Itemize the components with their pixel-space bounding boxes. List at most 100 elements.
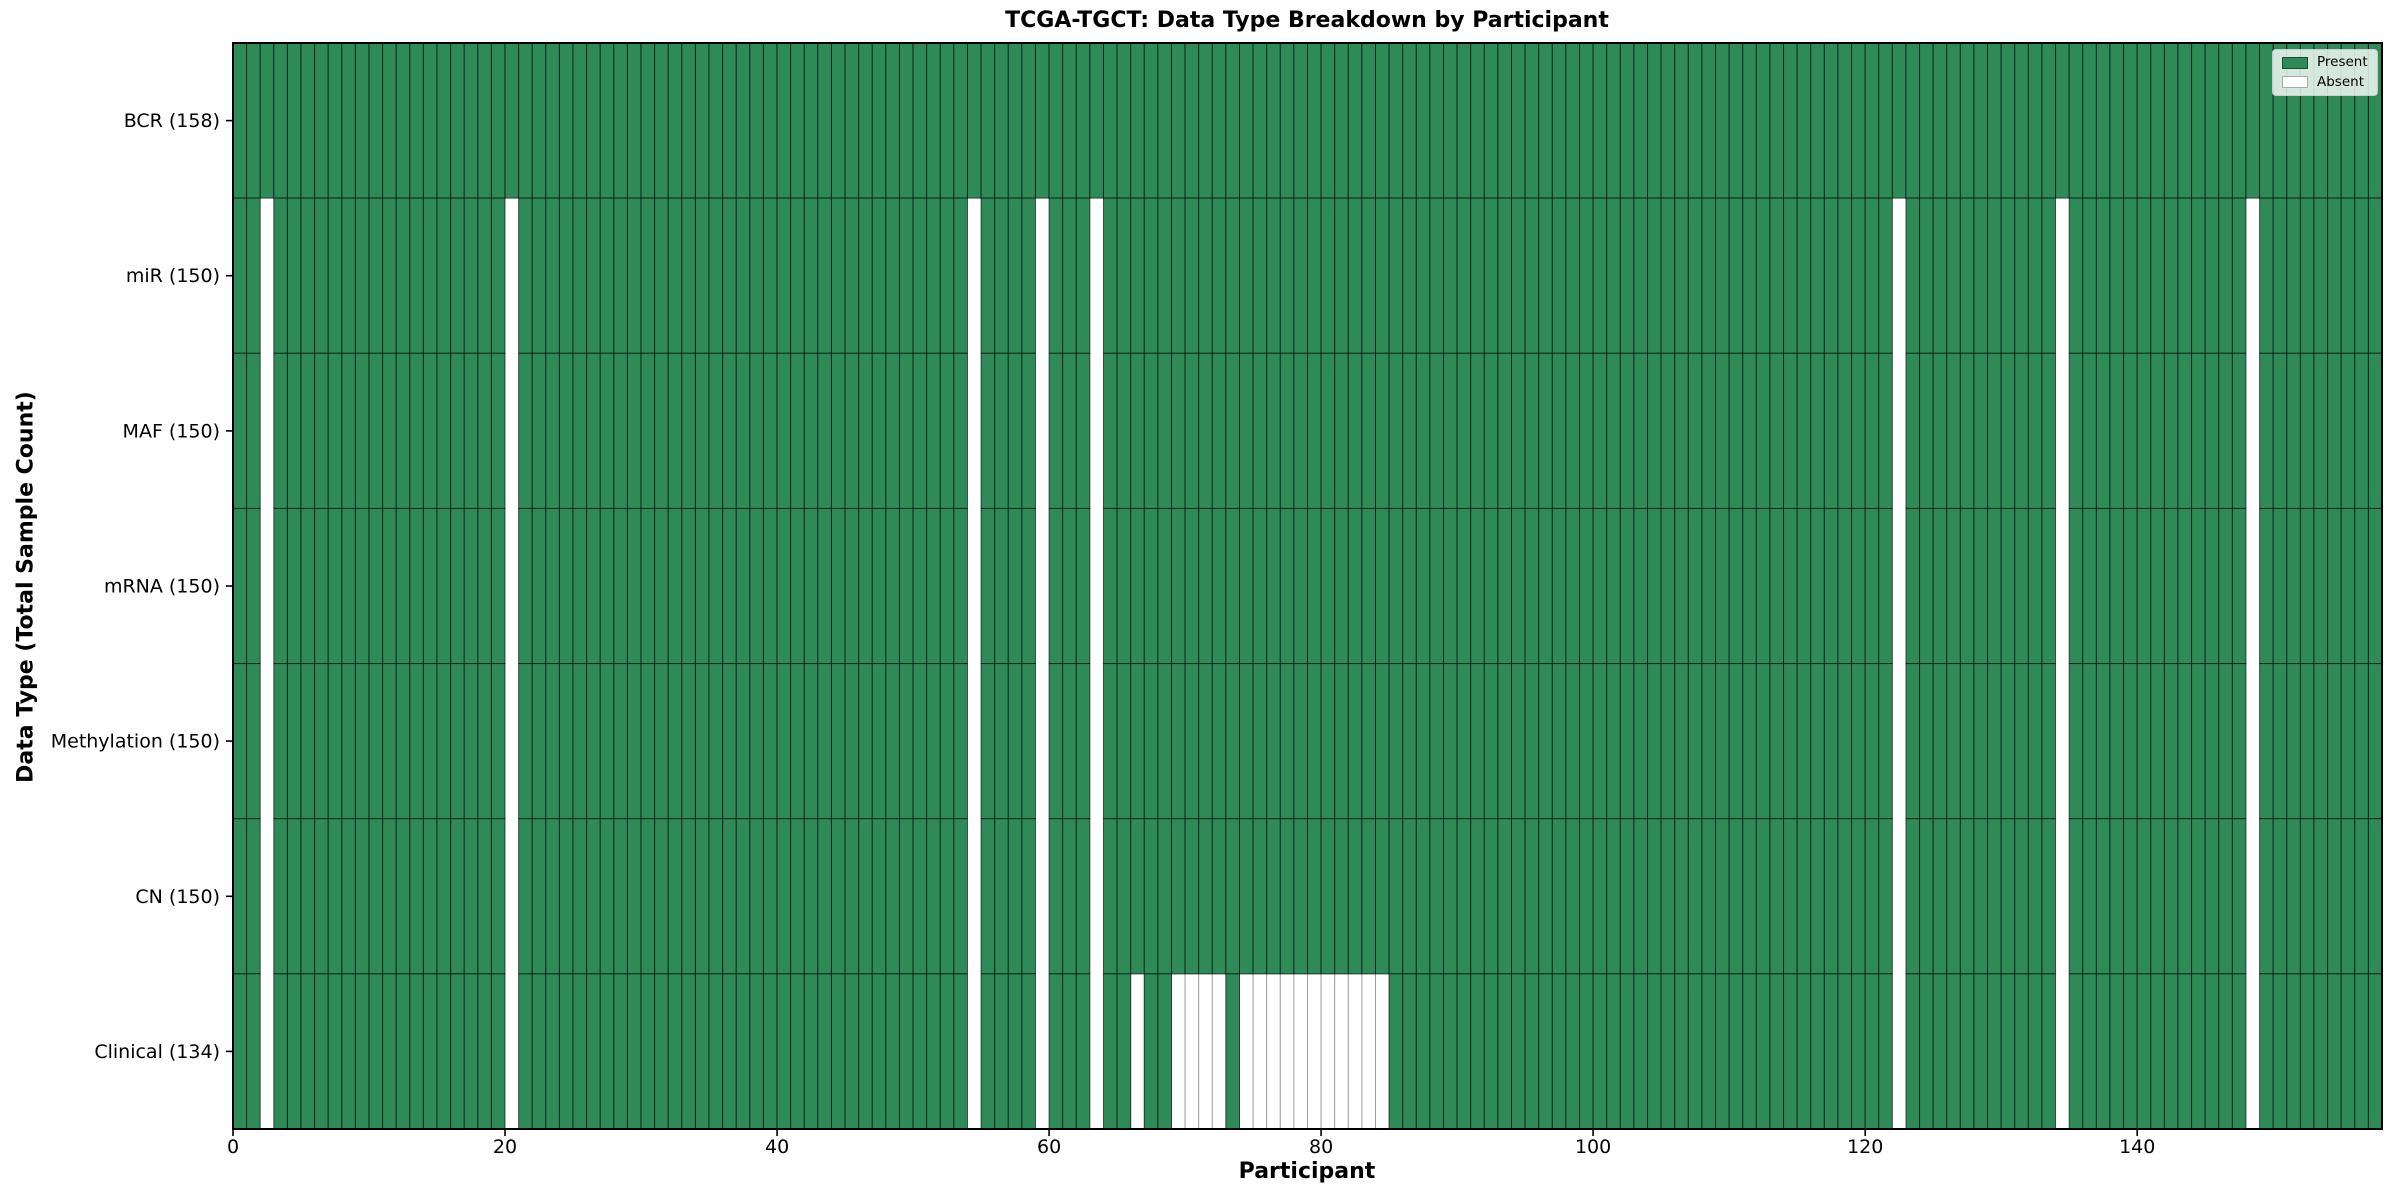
matrix-cell-present bbox=[1919, 818, 1934, 975]
matrix-cell-present bbox=[803, 507, 819, 665]
matrix-cell-present bbox=[803, 663, 819, 820]
matrix-cell-present bbox=[1252, 197, 1268, 354]
matrix-cell-present bbox=[518, 352, 533, 509]
matrix-cell-present bbox=[1796, 663, 1812, 820]
matrix-cell-present bbox=[354, 197, 370, 354]
matrix-cell-present bbox=[926, 663, 941, 820]
legend: Present Absent bbox=[2272, 49, 2378, 96]
matrix-cell-present bbox=[858, 42, 873, 199]
matrix-cell-absent bbox=[2245, 663, 2260, 819]
matrix-cell-present bbox=[722, 197, 737, 354]
matrix-cell-present bbox=[1565, 352, 1581, 509]
matrix-cell-present bbox=[2272, 352, 2288, 509]
matrix-cell-present bbox=[1170, 663, 1186, 820]
matrix-cell-present bbox=[341, 197, 356, 354]
matrix-cell-present bbox=[762, 197, 778, 354]
matrix-cell-present bbox=[2231, 507, 2247, 665]
matrix-cell-present bbox=[1347, 42, 1363, 199]
matrix-cell-present bbox=[1497, 197, 1513, 354]
matrix-cell-present bbox=[1592, 973, 1608, 1130]
matrix-cell-present bbox=[898, 42, 914, 199]
matrix-cell-present bbox=[749, 663, 764, 820]
matrix-cell-present bbox=[2163, 197, 2179, 354]
matrix-cell-present bbox=[613, 197, 628, 354]
matrix-cell-present bbox=[735, 352, 751, 509]
matrix-cell-absent bbox=[1089, 353, 1104, 509]
matrix-cell-present bbox=[599, 818, 615, 975]
matrix-cell-present bbox=[2027, 352, 2043, 509]
matrix-cell-present bbox=[1021, 197, 1036, 354]
matrix-cell-present bbox=[1755, 42, 1771, 199]
matrix-cell-present bbox=[1946, 507, 1961, 665]
matrix-cell-present bbox=[232, 352, 248, 509]
matrix-cell-present bbox=[2191, 663, 2206, 820]
matrix-cell-absent bbox=[1892, 198, 1906, 354]
matrix-cell-present bbox=[2218, 352, 2233, 509]
matrix-cell-present bbox=[1293, 352, 1309, 509]
matrix-cell-present bbox=[654, 663, 669, 820]
matrix-cell-present bbox=[1878, 352, 1893, 509]
matrix-cell-present bbox=[1769, 507, 1785, 665]
matrix-cell-present bbox=[640, 507, 656, 665]
matrix-cell-present bbox=[1402, 42, 1417, 199]
matrix-cell-present bbox=[1211, 197, 1227, 354]
matrix-cell-present bbox=[1429, 42, 1445, 199]
matrix-cell-present bbox=[1919, 197, 1934, 354]
matrix-cell-present bbox=[1198, 663, 1213, 820]
matrix-cell-present bbox=[2231, 818, 2247, 975]
matrix-cell-present bbox=[1075, 663, 1091, 820]
matrix-cell-present bbox=[1062, 42, 1077, 199]
matrix-cell-present bbox=[1851, 42, 1866, 199]
matrix-cell-present bbox=[599, 197, 615, 354]
matrix-cell-present bbox=[1402, 197, 1417, 354]
matrix-cell-present bbox=[1701, 42, 1717, 199]
matrix-cell-present bbox=[2082, 818, 2097, 975]
matrix-cell-present bbox=[994, 973, 1009, 1130]
matrix-cell-present bbox=[586, 973, 601, 1130]
matrix-cell-present bbox=[436, 197, 452, 354]
matrix-cell-present bbox=[2191, 973, 2206, 1130]
matrix-cell-present bbox=[1755, 973, 1771, 1130]
matrix-cell-present bbox=[1184, 352, 1200, 509]
matrix-cell-present bbox=[2327, 818, 2342, 975]
matrix-cell-present bbox=[558, 197, 574, 354]
matrix-cell-present bbox=[953, 197, 968, 354]
matrix-cell-present bbox=[1470, 197, 1485, 354]
matrix-cell-present bbox=[2313, 507, 2329, 665]
matrix-cell-present bbox=[1089, 42, 1104, 199]
matrix-cell-absent bbox=[1892, 508, 1906, 664]
matrix-cell-present bbox=[382, 663, 397, 820]
matrix-cell-present bbox=[2299, 663, 2315, 820]
matrix-cell-present bbox=[871, 663, 887, 820]
matrix-cell-present bbox=[1511, 42, 1526, 199]
matrix-cell-present bbox=[1361, 352, 1377, 509]
matrix-cell-present bbox=[1320, 42, 1336, 199]
matrix-cell-present bbox=[572, 352, 588, 509]
matrix-cell-present bbox=[1456, 197, 1472, 354]
matrix-cell-present bbox=[966, 42, 982, 199]
matrix-cell-present bbox=[246, 973, 261, 1130]
matrix-cell-present bbox=[2123, 352, 2138, 509]
matrix-cell-present bbox=[2082, 973, 2097, 1130]
matrix-cell-present bbox=[626, 818, 642, 975]
matrix-cell-present bbox=[354, 663, 370, 820]
matrix-cell-present bbox=[1715, 507, 1730, 665]
matrix-cell-present bbox=[1075, 973, 1091, 1130]
matrix-cell-present bbox=[980, 197, 996, 354]
legend-item-absent: Absent bbox=[2282, 75, 2368, 90]
matrix-cell-present bbox=[1647, 197, 1662, 354]
matrix-cell-present bbox=[1715, 663, 1730, 820]
matrix-cell-present bbox=[1334, 663, 1349, 820]
matrix-cell-present bbox=[531, 352, 547, 509]
matrix-cell-present bbox=[1905, 197, 1921, 354]
matrix-cell-present bbox=[681, 197, 696, 354]
matrix-cell-present bbox=[1905, 42, 1921, 199]
matrix-cell-present bbox=[1905, 818, 1921, 975]
matrix-cell-present bbox=[2109, 352, 2125, 509]
matrix-cell-present bbox=[477, 973, 492, 1130]
matrix-cell-present bbox=[1511, 663, 1526, 820]
matrix-cell-present bbox=[2082, 197, 2097, 354]
matrix-cell-present bbox=[2000, 197, 2016, 354]
matrix-cell-present bbox=[1633, 42, 1649, 199]
matrix-cell-present bbox=[939, 663, 955, 820]
